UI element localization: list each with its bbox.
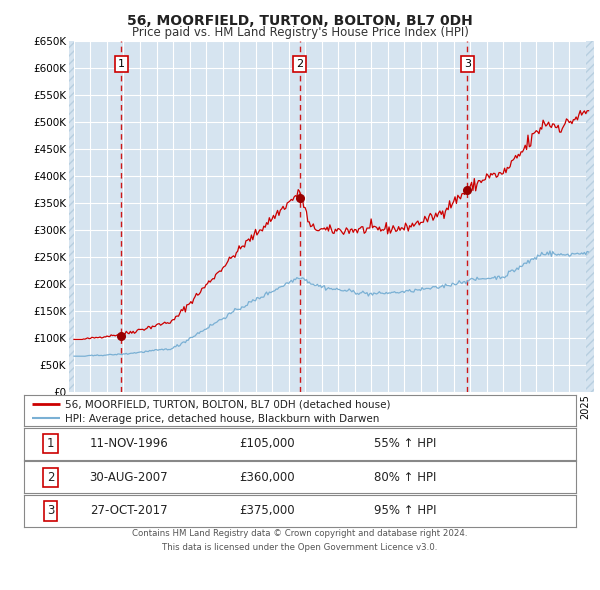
Text: Price paid vs. HM Land Registry's House Price Index (HPI): Price paid vs. HM Land Registry's House …: [131, 26, 469, 39]
Text: 2: 2: [47, 471, 54, 484]
Text: 55% ↑ HPI: 55% ↑ HPI: [374, 437, 436, 450]
Text: 30-AUG-2007: 30-AUG-2007: [89, 471, 168, 484]
Text: £360,000: £360,000: [239, 471, 295, 484]
Bar: [586, 41, 594, 392]
Text: 2: 2: [296, 59, 303, 69]
Text: 56, MOORFIELD, TURTON, BOLTON, BL7 0DH: 56, MOORFIELD, TURTON, BOLTON, BL7 0DH: [127, 14, 473, 28]
Text: £375,000: £375,000: [239, 504, 295, 517]
Text: Contains HM Land Registry data © Crown copyright and database right 2024.: Contains HM Land Registry data © Crown c…: [132, 529, 468, 537]
Text: 95% ↑ HPI: 95% ↑ HPI: [374, 504, 436, 517]
Text: 27-OCT-2017: 27-OCT-2017: [90, 504, 167, 517]
Text: £105,000: £105,000: [239, 437, 295, 450]
Bar: [69, 41, 74, 392]
Text: 3: 3: [47, 504, 54, 517]
Text: 1: 1: [118, 59, 125, 69]
Text: 1: 1: [47, 437, 54, 450]
Text: 11-NOV-1996: 11-NOV-1996: [89, 437, 168, 450]
Text: HPI: Average price, detached house, Blackburn with Darwen: HPI: Average price, detached house, Blac…: [65, 414, 380, 424]
Text: 3: 3: [464, 59, 471, 69]
Text: This data is licensed under the Open Government Licence v3.0.: This data is licensed under the Open Gov…: [163, 543, 437, 552]
Text: 80% ↑ HPI: 80% ↑ HPI: [374, 471, 436, 484]
Text: 56, MOORFIELD, TURTON, BOLTON, BL7 0DH (detached house): 56, MOORFIELD, TURTON, BOLTON, BL7 0DH (…: [65, 399, 391, 409]
